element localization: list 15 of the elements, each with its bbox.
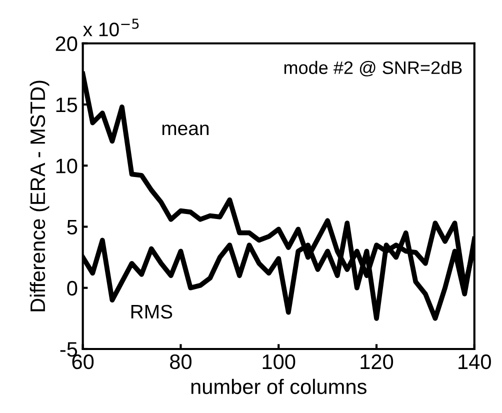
y-tick-label: 10 — [56, 158, 78, 174]
y-axis-title: Difference (ERA - MSTD) — [30, 80, 50, 312]
x-tick-label: 100 — [262, 354, 296, 370]
x-tick-label: 80 — [170, 354, 192, 370]
x-tick-label: 120 — [360, 354, 394, 370]
y-tick-label: 5 — [67, 220, 78, 234]
y-tick-label: 0 — [67, 280, 78, 296]
text: x 10$^{−5}$ — [83, 18, 139, 36]
series-label: mean — [162, 124, 209, 136]
x-tick-label: 140 — [458, 354, 491, 370]
series-label: RMS — [131, 304, 172, 319]
y-tick-label: 15 — [56, 98, 78, 112]
y-tick-label: 20 — [56, 36, 78, 52]
x-axis-title: number of columns — [191, 378, 366, 394]
annotation: mode #2 @ SNR=2dB — [284, 60, 462, 76]
